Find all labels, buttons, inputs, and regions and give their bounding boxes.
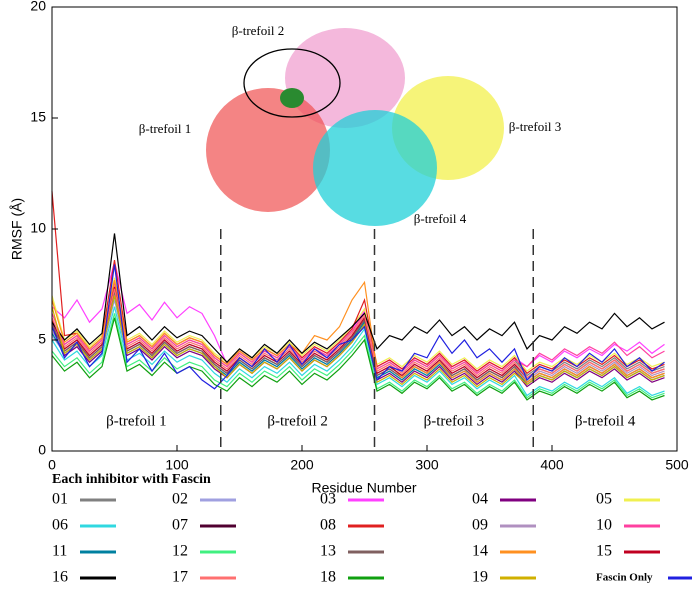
image-label: β-trefoil 1 [139,121,191,136]
legend-label: 10 [596,517,612,534]
legend-label: 06 [52,517,68,534]
legend-label: 05 [596,491,612,508]
x-axis-label: Residue Number [311,480,416,496]
inhibitor [280,88,304,108]
series-line [51,317,665,401]
y-tick-label: 20 [30,0,46,14]
region-label: β-trefoil 4 [575,414,636,430]
image-label: β-trefoil 4 [414,211,467,226]
legend-label: 01 [52,491,68,508]
region-label: β-trefoil 3 [424,414,485,430]
series-line [51,262,665,372]
legend-label: 08 [320,517,336,534]
legend-label: 16 [52,569,68,586]
legend-label: 17 [172,569,188,586]
series-line [51,288,665,379]
series-line [51,264,665,390]
legend-label: 04 [472,491,488,508]
legend-label: 07 [172,517,188,534]
y-tick-label: 15 [30,109,46,125]
image-label: β-trefoil 2 [232,23,284,38]
protein-structure: β-trefoil 2 β-trefoil 1 β-trefoil 3 β-tr… [139,23,561,226]
region-label: β-trefoil 1 [106,414,167,430]
y-tick-label: 0 [38,442,46,458]
y-tick-label: 5 [38,331,46,347]
legend-title: Each inhibitor with Fascin [52,472,211,487]
legend-label: 11 [52,543,67,560]
domain-4-blob [313,110,437,226]
legend-label: 02 [172,491,188,508]
x-tick-label: 100 [165,457,189,473]
domain-1-blob [206,88,330,212]
legend-label: 13 [320,543,336,560]
legend-label: 03 [320,491,336,508]
legend-label: 19 [472,569,488,586]
series-line [51,279,665,383]
binding-site-ring [243,48,341,118]
legend-label: 09 [472,517,488,534]
series-line [51,282,665,375]
series-line [51,306,665,397]
x-tick-label: 0 [48,457,56,473]
x-tick-label: 400 [540,457,564,473]
series-line [51,233,665,364]
y-tick-label: 10 [30,220,46,236]
legend-label: 15 [596,543,612,560]
legend-label: 18 [320,569,336,586]
legend-label: 12 [172,543,188,560]
legend-label: Fascin Only [596,572,653,584]
legend-label: 14 [472,543,488,560]
x-tick-label: 200 [290,457,314,473]
image-label: β-trefoil 3 [509,119,561,134]
x-tick-label: 300 [415,457,439,473]
y-axis-label: RMSF (Å) [9,198,25,260]
region-label: β-trefoil 2 [267,414,328,430]
x-tick-label: 500 [665,457,689,473]
